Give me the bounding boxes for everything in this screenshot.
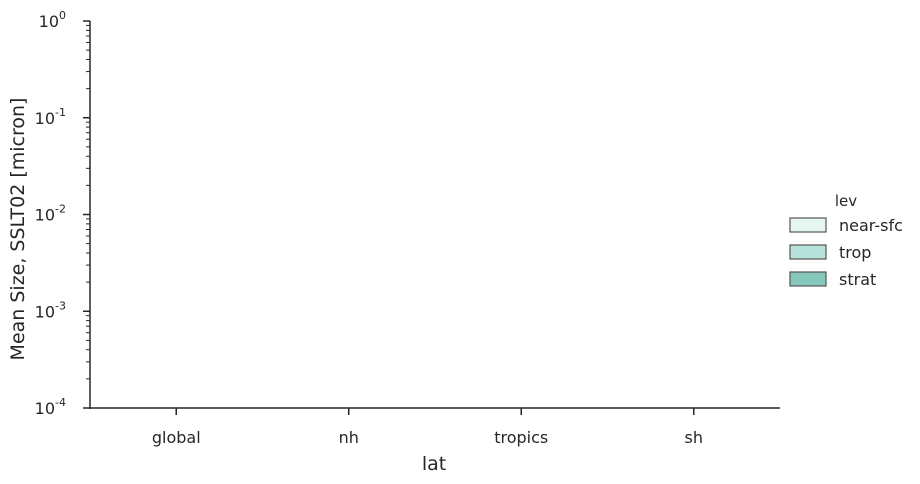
y-axis-label: Mean Size, SSLT02 [micron] (7, 98, 29, 361)
x-tick-label: tropics (494, 428, 548, 447)
x-tick-label: global (152, 428, 201, 447)
x-axis: global nh tropics sh (89, 407, 780, 447)
y-tick-label: 10-1 (35, 106, 66, 128)
legend-swatch (789, 244, 827, 260)
legend-swatch (789, 271, 827, 287)
legend-label: near-sfc (839, 216, 903, 235)
y-tick-label: 10-2 (35, 203, 66, 225)
y-axis: 10-4 10-3 10-2 10-1 100 (35, 9, 91, 418)
x-tick-label: sh (685, 428, 703, 447)
legend-label: strat (839, 270, 876, 289)
x-axis-label: lat (422, 453, 446, 475)
x-tick-label: nh (339, 428, 359, 447)
y-tick-label: 10-3 (35, 299, 66, 321)
legend: lev near-sfc trop strat (789, 192, 903, 289)
y-tick-label: 100 (39, 9, 66, 31)
legend-label: trop (839, 243, 871, 262)
y-tick-label: 10-4 (35, 396, 66, 418)
legend-swatch (789, 217, 827, 233)
legend-title: lev (835, 192, 857, 210)
